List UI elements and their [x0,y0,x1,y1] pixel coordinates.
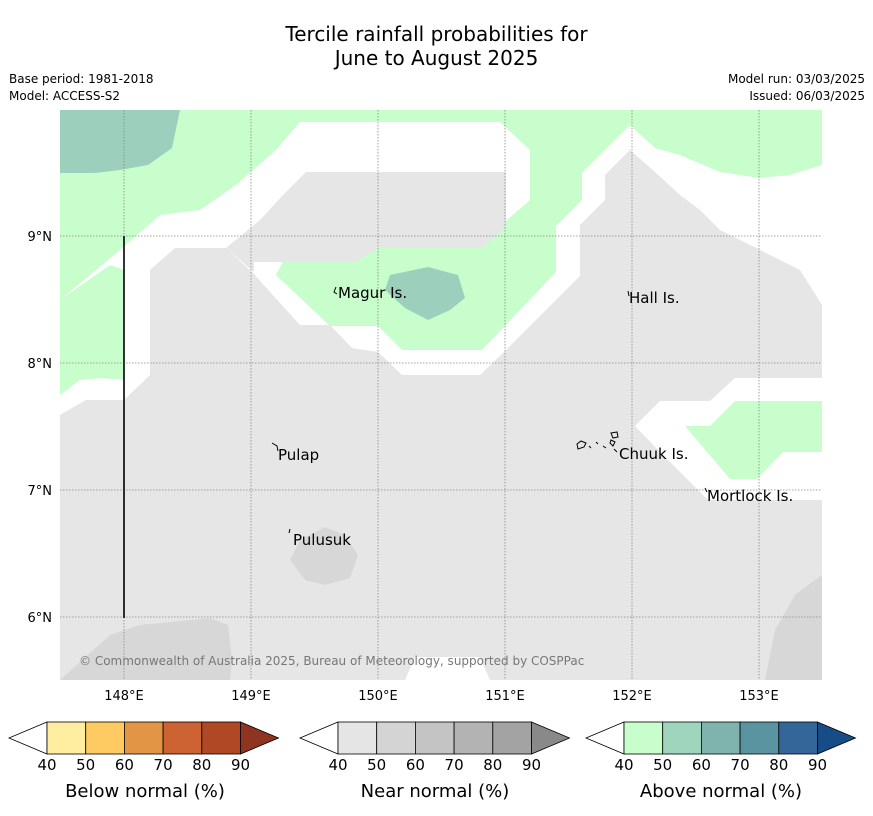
label-pulusuk: Pulusuk [293,531,351,549]
label-chuuk: Chuuk Is. [619,445,688,463]
island-pulap [271,442,279,452]
label-pulap: Pulap [278,446,319,464]
above-normal-40-east [685,401,822,479]
colorbar-tick-label: 80 [192,756,211,774]
copyright-text: © Commonwealth of Australia 2025, Bureau… [79,654,584,668]
colorbar-tick-label: 40 [614,756,633,774]
near-normal-50-sw [60,618,232,680]
map-plot-area: © Commonwealth of Australia 2025, Bureau… [60,110,822,680]
island-hall [627,290,630,297]
island-pulusuk [288,528,291,534]
colorbar-segment [201,721,241,755]
islands [271,286,708,534]
colorbar-tick-label: 90 [808,756,827,774]
colorbar-tick-label: 60 [115,756,134,774]
lat-tick: 7°N [28,484,53,499]
colorbar-tick-label: 80 [769,756,788,774]
colorbar-segment [414,721,455,755]
colorbars: 40 50 60 70 80 90 40 50 60 70 80 90 40 50 60 70 80 90 [7,721,857,774]
label-hall: Hall Is. [629,289,680,307]
colorbar-segment [492,721,532,755]
island-chuuk [576,431,619,453]
label-magur: Magur Is. [338,284,407,302]
colorbar-tick-label: 50 [76,756,95,774]
colorbar-tick-label: 70 [445,756,464,774]
colorbar-segment [623,721,664,755]
colorbar-label-below: Below normal (%) [65,781,225,802]
colorbar-near: 40 50 60 70 80 90 [298,721,571,774]
colorbar-segment [739,721,780,755]
lon-tick: 153°E [739,689,779,704]
colorbar-tick-label: 50 [653,756,672,774]
place-labels: Magur Is. Hall Is. Pulap Chuuk Is. Mortl… [278,284,793,549]
lon-tick: 151°E [485,689,525,704]
colorbar-tick-label: 40 [37,756,56,774]
above-normal-50-magur [385,267,465,320]
colorbar-segment [453,721,494,755]
colorbar-segment [376,721,416,755]
near-normal-50-pulusuk [290,527,358,585]
island-magur [333,286,338,295]
colorbar-segment [701,721,741,755]
above-normal-50-nw [60,110,180,173]
lat-tick: 8°N [28,357,53,372]
lat-tick: 9°N [28,230,53,245]
colorbar-label-above: Above normal (%) [639,781,803,802]
near-normal-50-se [765,575,822,680]
colorbar-tick-label: 50 [367,756,386,774]
colorbar-tick-label: 90 [522,756,541,774]
below-40-notch [405,657,490,680]
lon-tick: 150°E [358,689,398,704]
title-line-1: Tercile rainfall probabilities for [285,22,588,46]
model-name: Model: ACCESS-S2 [9,89,121,103]
colorbar-segment [662,721,702,755]
colorbar-segment [337,721,378,755]
issued-date: Issued: 06/03/2025 [749,89,865,103]
map-title: Tercile rainfall probabilities for June … [0,22,873,70]
meta-left: Base period: 1981-2018 Model: ACCESS-S2 [9,71,154,105]
lon-tick: 148°E [104,689,144,704]
colorbar-segment [46,721,87,755]
lat-tick: 6°N [28,611,53,626]
colorbar-tick-label: 70 [154,756,173,774]
lat-tick-labels: 9°N 8°N 7°N 6°N [28,230,53,626]
colorbar-extend-low [7,721,48,755]
near-normal-40-main [60,150,822,680]
colorbar-extend-high [817,721,857,755]
model-run: Model run: 03/03/2025 [727,72,865,86]
base-period: Base period: 1981-2018 [9,72,154,86]
colorbar-label-near: Near normal (%) [360,781,510,802]
lon-tick: 149°E [231,689,271,704]
colorbar-tick-label: 40 [328,756,347,774]
colorbar-segment [778,721,818,755]
lon-tick-labels: 148°E 149°E 150°E 151°E 152°E 153°E [104,689,779,704]
colorbar-segment [85,721,125,755]
island-mortlock [704,487,708,493]
colorbar-below: 40 50 60 70 80 90 [7,721,280,774]
colorbar-tick-label: 60 [692,756,711,774]
above-normal-40-west [60,265,124,395]
colorbar-segment [162,721,203,755]
colorbar-extend-low [298,721,339,755]
colorbar-above: 40 50 60 70 80 90 [584,721,857,774]
near-normal-40-north [226,172,506,272]
title-line-2: June to August 2025 [334,46,539,70]
colorbar-tick-label: 80 [483,756,502,774]
colorbar-tick-label: 70 [731,756,750,774]
colorbar-tick-label: 90 [231,756,250,774]
colorbar-segment [124,721,164,755]
lon-tick: 152°E [612,689,652,704]
label-mortlock: Mortlock Is. [707,487,793,505]
colorbar-tick-label: 60 [406,756,425,774]
meta-right: Model run: 03/03/2025 Issued: 06/03/2025 [728,71,865,105]
colorbar-extend-high [531,721,571,755]
colorbar-extend-high [240,721,280,755]
colorbar-extend-low [584,721,625,755]
